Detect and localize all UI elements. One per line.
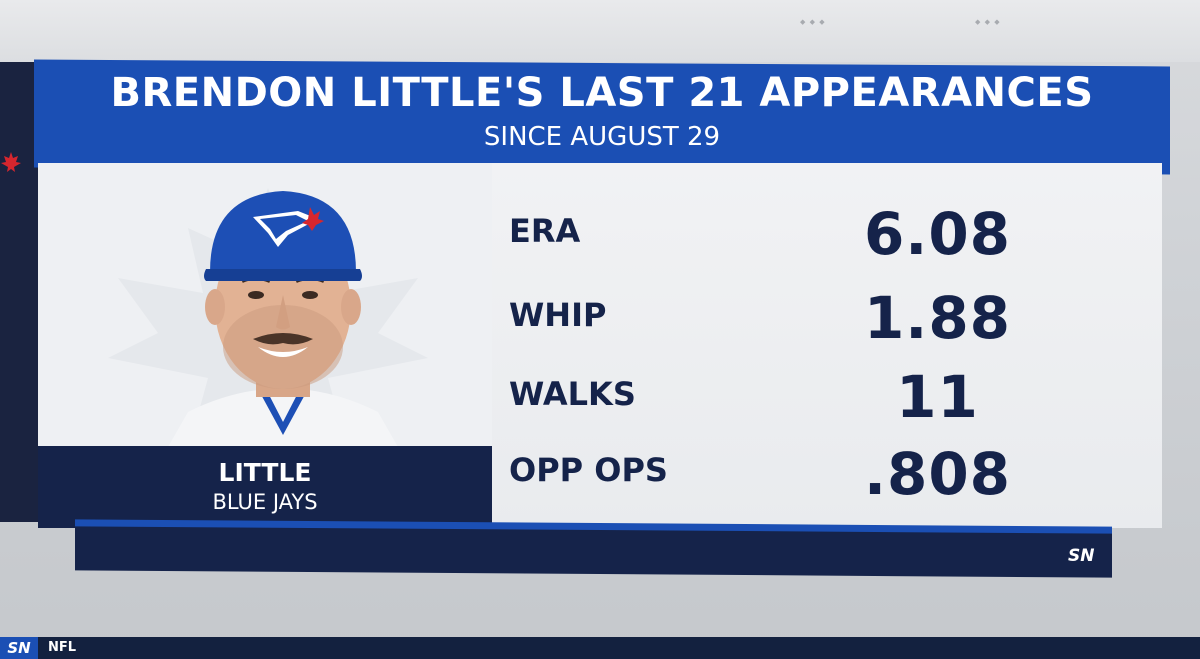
side-panel [0, 62, 40, 522]
sportsnet-watermark-icon: ◆ ◆ ◆ [975, 18, 1001, 26]
player-name-plate [38, 446, 492, 528]
graphic-subtitle: SINCE AUGUST 29 [483, 122, 721, 152]
bottom-ticker [0, 637, 1200, 659]
stat-value-whip: 1.88 [863, 284, 1012, 352]
stat-label-era: ERA [509, 212, 581, 250]
ticker-network-logo: SN [0, 637, 38, 659]
stat-value-walks: 11 [896, 363, 979, 431]
stat-label-opp-ops: OPP OPS [509, 451, 668, 489]
stat-label-whip: WHIP [509, 296, 607, 334]
stat-value-era: 6.08 [863, 200, 1012, 268]
blue-jays-maple-leaf-icon [1, 152, 21, 172]
background-top-band [0, 0, 1200, 62]
player-name: LITTLE [218, 458, 312, 487]
player-team: BLUE JAYS [212, 490, 318, 514]
player-photo-card [38, 163, 492, 446]
graphic-bottom-bar [75, 526, 1112, 578]
sportsnet-logo: SN [1068, 546, 1095, 566]
sportsnet-watermark-icon: ◆ ◆ ◆ [800, 18, 826, 26]
graphic-title: BRENDON LITTLE'S LAST 21 APPEARANCES [110, 70, 1094, 116]
player-headshot-image [168, 191, 398, 446]
stat-label-walks: WALKS [509, 375, 636, 413]
stats-panel [492, 163, 1162, 528]
ticker-league-label: NFL [48, 640, 77, 655]
stat-value-opp-ops: .808 [863, 440, 1012, 508]
